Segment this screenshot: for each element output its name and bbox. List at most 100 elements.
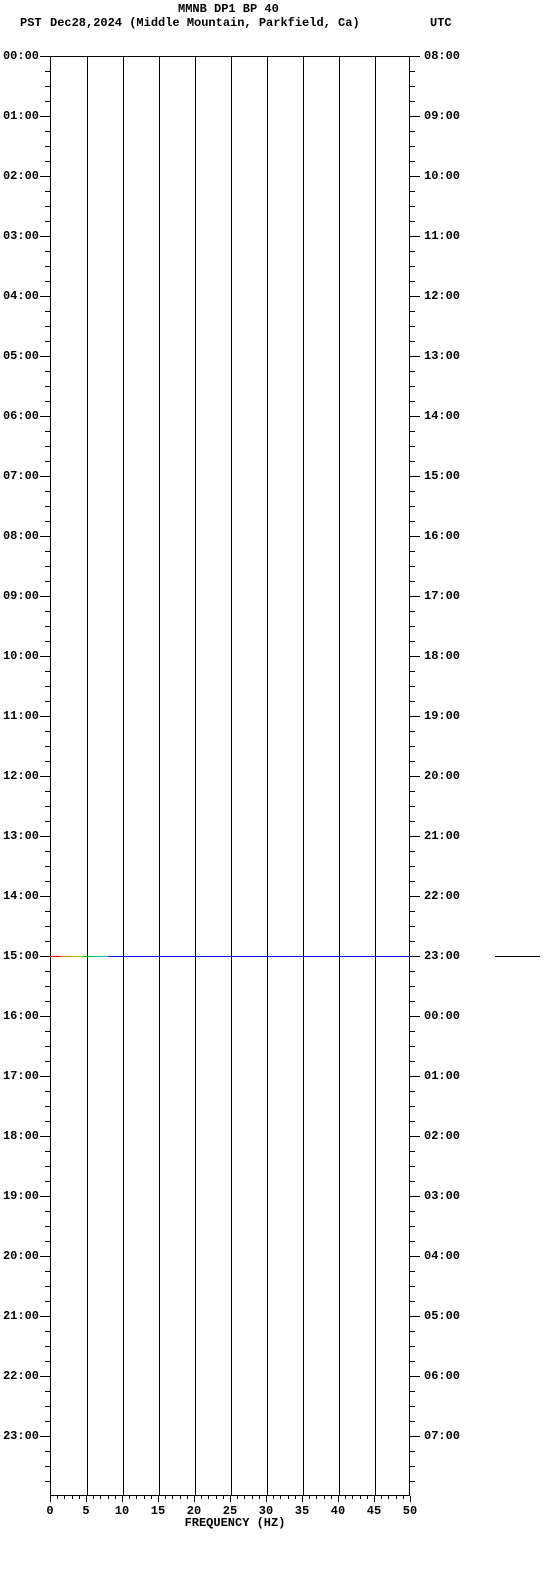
y-minor-tick-left <box>45 431 50 432</box>
y-tick-label-left: 16:00 <box>3 1009 39 1023</box>
y-tick-label-left: 02:00 <box>3 169 39 183</box>
y-tick-label-right: 21:00 <box>424 829 460 843</box>
y-minor-tick-right <box>410 1031 415 1032</box>
y-tick-label-left: 01:00 <box>3 109 39 123</box>
y-minor-tick-right <box>410 791 415 792</box>
y-major-tick-right <box>410 416 420 417</box>
x-major-tick <box>338 1496 339 1502</box>
y-minor-tick-left <box>45 986 50 987</box>
y-minor-tick-left <box>45 701 50 702</box>
x-minor-tick <box>237 1496 238 1499</box>
x-minor-tick <box>345 1496 346 1499</box>
x-minor-tick <box>309 1496 310 1499</box>
x-minor-tick <box>244 1496 245 1499</box>
x-minor-tick <box>216 1496 217 1499</box>
y-minor-tick-right <box>410 101 415 102</box>
y-minor-tick-left <box>45 1301 50 1302</box>
x-tick-label: 15 <box>151 1504 165 1518</box>
x-major-tick <box>86 1496 87 1502</box>
y-tick-label-left: 09:00 <box>3 589 39 603</box>
x-minor-tick <box>223 1496 224 1499</box>
y-minor-tick-left <box>45 1061 50 1062</box>
spectral-trace-segment <box>72 956 83 957</box>
y-minor-tick-right <box>410 1091 415 1092</box>
y-minor-tick-right <box>410 461 415 462</box>
y-tick-label-left: 12:00 <box>3 769 39 783</box>
y-tick-label-right: 16:00 <box>424 529 460 543</box>
x-minor-tick <box>295 1496 296 1499</box>
y-major-tick-right <box>410 356 420 357</box>
y-major-tick-left <box>40 716 50 717</box>
y-major-tick-right <box>410 776 420 777</box>
y-minor-tick-left <box>45 1151 50 1152</box>
legend-line <box>495 956 540 957</box>
y-minor-tick-left <box>45 446 50 447</box>
y-tick-label-right: 03:00 <box>424 1189 460 1203</box>
y-major-tick-left <box>40 896 50 897</box>
x-minor-tick <box>288 1496 289 1499</box>
y-minor-tick-left <box>45 581 50 582</box>
y-minor-tick-right <box>410 521 415 522</box>
y-minor-tick-right <box>410 821 415 822</box>
y-minor-tick-right <box>410 266 415 267</box>
y-minor-tick-left <box>45 506 50 507</box>
x-minor-tick <box>129 1496 130 1499</box>
x-minor-tick <box>201 1496 202 1499</box>
y-tick-label-left: 11:00 <box>3 709 39 723</box>
y-minor-tick-right <box>410 746 415 747</box>
y-minor-tick-right <box>410 671 415 672</box>
y-tick-label-right: 10:00 <box>424 169 460 183</box>
y-major-tick-right <box>410 296 420 297</box>
x-major-tick <box>158 1496 159 1502</box>
y-tick-label-left: 19:00 <box>3 1189 39 1203</box>
y-minor-tick-left <box>45 1091 50 1092</box>
gridline-vertical <box>123 57 124 1495</box>
y-tick-label-right: 09:00 <box>424 109 460 123</box>
y-tick-label-right: 22:00 <box>424 889 460 903</box>
x-minor-tick <box>64 1496 65 1499</box>
y-major-tick-right <box>410 116 420 117</box>
y-minor-tick-right <box>410 326 415 327</box>
x-minor-tick <box>100 1496 101 1499</box>
y-minor-tick-right <box>410 731 415 732</box>
y-minor-tick-right <box>410 1001 415 1002</box>
y-major-tick-right <box>410 596 420 597</box>
y-major-tick-left <box>40 656 50 657</box>
y-minor-tick-left <box>45 1346 50 1347</box>
y-minor-tick-left <box>45 1121 50 1122</box>
y-minor-tick-left <box>45 101 50 102</box>
y-minor-tick-left <box>45 941 50 942</box>
y-minor-tick-right <box>410 1391 415 1392</box>
y-minor-tick-right <box>410 941 415 942</box>
y-tick-label-right: 07:00 <box>424 1429 460 1443</box>
y-minor-tick-left <box>45 791 50 792</box>
y-tick-label-right: 05:00 <box>424 1309 460 1323</box>
y-major-tick-left <box>40 1016 50 1017</box>
y-minor-tick-left <box>45 1406 50 1407</box>
gridline-vertical <box>231 57 232 1495</box>
y-major-tick-right <box>410 1016 420 1017</box>
y-minor-tick-right <box>410 1046 415 1047</box>
chart-title-tz-right: UTC <box>430 16 452 30</box>
y-minor-tick-left <box>45 866 50 867</box>
y-minor-tick-right <box>410 1451 415 1452</box>
y-tick-label-left: 14:00 <box>3 889 39 903</box>
y-major-tick-left <box>40 1196 50 1197</box>
y-minor-tick-right <box>410 221 415 222</box>
y-minor-tick-left <box>45 401 50 402</box>
y-major-tick-right <box>410 836 420 837</box>
y-tick-label-left: 15:00 <box>3 949 39 963</box>
y-minor-tick-left <box>45 1421 50 1422</box>
y-minor-tick-left <box>45 911 50 912</box>
y-minor-tick-right <box>410 761 415 762</box>
y-minor-tick-left <box>45 1001 50 1002</box>
y-tick-label-left: 00:00 <box>3 49 39 63</box>
y-major-tick-left <box>40 236 50 237</box>
y-minor-tick-right <box>410 1466 415 1467</box>
y-minor-tick-left <box>45 1106 50 1107</box>
y-major-tick-right <box>410 1256 420 1257</box>
y-minor-tick-left <box>45 971 50 972</box>
y-minor-tick-right <box>410 1061 415 1062</box>
y-minor-tick-left <box>45 1226 50 1227</box>
y-minor-tick-left <box>45 281 50 282</box>
